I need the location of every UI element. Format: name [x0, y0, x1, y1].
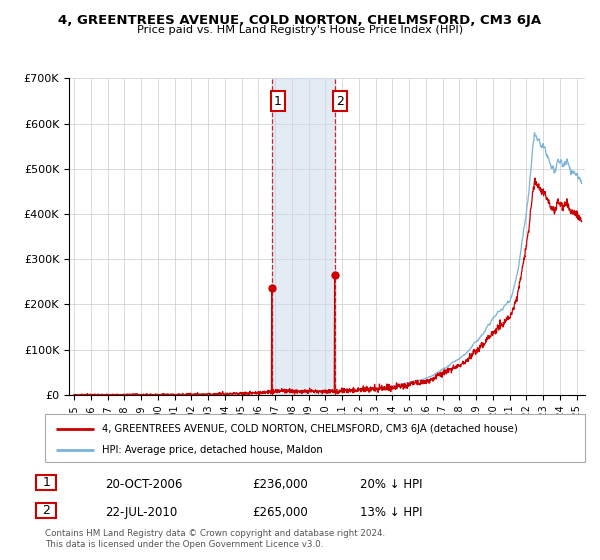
Bar [272, 78, 335, 395]
Text: 1: 1 [42, 476, 50, 489]
Text: 2: 2 [42, 504, 50, 517]
Text: 2: 2 [337, 95, 344, 108]
Text: Price paid vs. HM Land Registry's House Price Index (HPI): Price paid vs. HM Land Registry's House … [137, 25, 463, 35]
Text: 4, GREENTREES AVENUE, COLD NORTON, CHELMSFORD, CM3 6JA: 4, GREENTREES AVENUE, COLD NORTON, CHELM… [58, 14, 542, 27]
Text: HPI: Average price, detached house, Maldon: HPI: Average price, detached house, Mald… [101, 445, 322, 455]
Text: £265,000: £265,000 [252, 506, 308, 519]
Text: 20% ↓ HPI: 20% ↓ HPI [360, 478, 422, 491]
Text: Contains HM Land Registry data © Crown copyright and database right 2024.
This d: Contains HM Land Registry data © Crown c… [45, 529, 385, 549]
Text: 13% ↓ HPI: 13% ↓ HPI [360, 506, 422, 519]
Text: 20-OCT-2006: 20-OCT-2006 [105, 478, 182, 491]
Text: 4, GREENTREES AVENUE, COLD NORTON, CHELMSFORD, CM3 6JA (detached house): 4, GREENTREES AVENUE, COLD NORTON, CHELM… [101, 424, 517, 433]
Text: 22-JUL-2010: 22-JUL-2010 [105, 506, 177, 519]
Text: 1: 1 [274, 95, 281, 108]
Text: £236,000: £236,000 [252, 478, 308, 491]
